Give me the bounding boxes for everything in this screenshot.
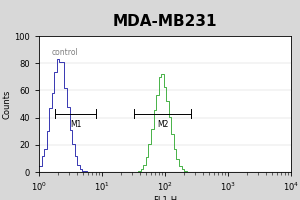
Text: M2: M2	[157, 120, 168, 129]
Text: M1: M1	[70, 120, 81, 129]
Text: MDA-MB231: MDA-MB231	[113, 14, 217, 29]
Y-axis label: Counts: Counts	[2, 89, 11, 119]
X-axis label: FL1-H: FL1-H	[153, 196, 177, 200]
Text: control: control	[52, 48, 79, 57]
